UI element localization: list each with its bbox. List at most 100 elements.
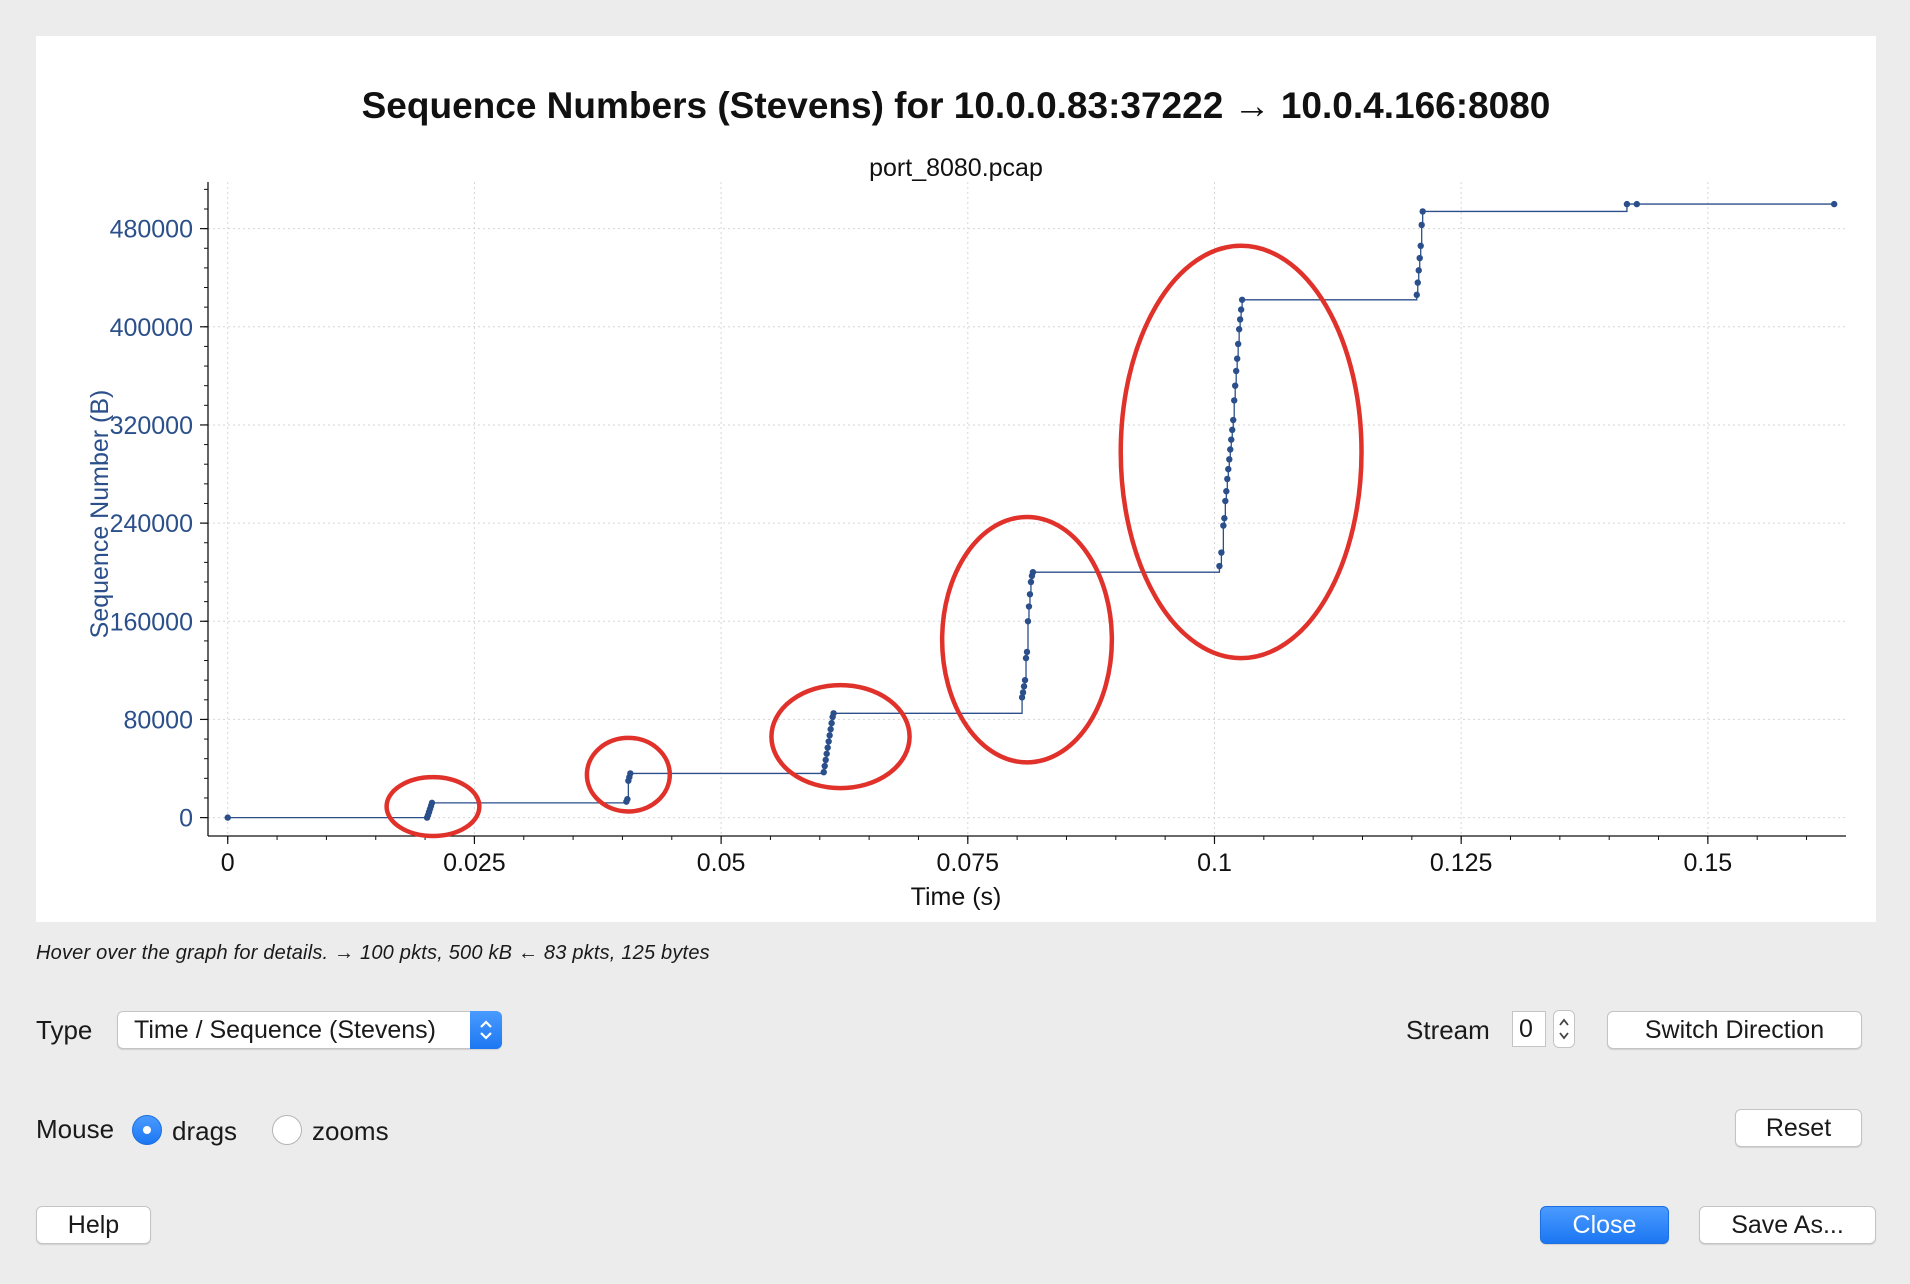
data-point (1216, 562, 1223, 570)
type-label: Type (36, 1015, 93, 1045)
stream-stepper[interactable] (1553, 1010, 1575, 1048)
data-point (1417, 242, 1424, 250)
data-point (823, 750, 830, 757)
type-select[interactable]: Time / Sequence (Stevens) (117, 1011, 502, 1049)
graph-panel[interactable]: Sequence Numbers (Stevens) for 10.0.0.83… (36, 36, 1876, 922)
zooms-radio[interactable] (272, 1115, 302, 1145)
data-point (1413, 291, 1420, 299)
x-axis-label: Time (s) (911, 883, 1002, 911)
switch-direction-button[interactable]: Switch Direction (1607, 1011, 1862, 1049)
data-point (1633, 200, 1641, 208)
updown-chevron-icon (470, 1011, 502, 1049)
data-point (1231, 397, 1238, 404)
data-point (1020, 683, 1028, 690)
data-point (830, 710, 837, 717)
hover-hint: Hover over the graph for details. → 100 … (36, 942, 710, 964)
save-as-button[interactable]: Save As... (1699, 1206, 1876, 1244)
data-point (1227, 446, 1234, 453)
data-point (1414, 279, 1421, 286)
data-point (1226, 456, 1233, 463)
y-tick-label: 160000 (110, 608, 193, 636)
data-point (1415, 267, 1422, 274)
data-point (821, 762, 828, 770)
highlight-ellipse (939, 514, 1115, 765)
data-point (820, 768, 827, 776)
data-point (1234, 340, 1242, 348)
data-point (1018, 694, 1026, 701)
y-tick-label: 240000 (110, 510, 193, 538)
annotations (384, 243, 1364, 839)
data-point (624, 795, 631, 803)
reset-button[interactable]: Reset (1735, 1109, 1862, 1147)
highlight-ellipse (384, 774, 482, 839)
x-tick-label: 0.075 (937, 849, 1000, 877)
y-tick-label: 80000 (123, 706, 193, 734)
data-point (1224, 475, 1231, 483)
data-point (827, 726, 834, 733)
y-tick-label: 0 (179, 805, 193, 833)
data-point (1221, 515, 1228, 522)
drags-radio-label: drags (172, 1116, 238, 1146)
data-point (428, 799, 436, 807)
data-point (1416, 254, 1423, 262)
data-point (1023, 648, 1031, 656)
data-point (824, 744, 831, 751)
data-point (1029, 568, 1037, 576)
x-tick-label: 0.15 (1684, 849, 1733, 877)
help-button[interactable]: Help (36, 1206, 151, 1244)
mouse-label: Mouse (36, 1114, 115, 1144)
data-point (1418, 221, 1425, 229)
data-point (1623, 200, 1631, 208)
type-select-value: Time / Sequence (Stevens) (134, 1015, 436, 1044)
series-line (227, 203, 1835, 819)
data-point (822, 756, 829, 764)
data-point (1223, 488, 1230, 495)
chart-title: Sequence Numbers (Stevens) for 10.0.0.83… (362, 85, 1551, 126)
data-point (1220, 522, 1227, 529)
data-point (1237, 306, 1245, 313)
data-point (1235, 326, 1243, 333)
data-point (1233, 355, 1241, 362)
grid (208, 182, 1846, 836)
y-axis-label: Sequence Number (B) (86, 390, 114, 639)
data-point (1027, 578, 1035, 586)
data-point (826, 732, 833, 739)
data-point (1232, 367, 1240, 375)
data-point (1019, 689, 1027, 696)
highlight-ellipse (769, 682, 912, 791)
x-tick-label: 0.025 (443, 849, 506, 877)
data-point (1229, 426, 1236, 434)
stream-label: Stream (1406, 1015, 1490, 1045)
zooms-radio-label: zooms (312, 1116, 389, 1146)
data-point (1218, 549, 1225, 556)
data-point (1022, 654, 1030, 662)
close-button[interactable]: Close (1540, 1206, 1669, 1244)
x-tick-label: 0.125 (1430, 849, 1493, 877)
data-point (1830, 200, 1838, 208)
data-point (1419, 208, 1426, 215)
data-point (1024, 618, 1032, 625)
data-point (1026, 591, 1034, 598)
data-point (1225, 465, 1232, 473)
data-point (627, 770, 634, 777)
data-point (1021, 676, 1029, 684)
x-tick-label: 0 (221, 849, 235, 877)
x-tick-label: 0.1 (1197, 849, 1232, 877)
data-point (825, 738, 832, 745)
data-point (1236, 316, 1244, 323)
data-point (1025, 603, 1033, 610)
axes: 0 0.025 0.05 0.075 0.1 0.125 0.15 0 80000 160000 2… (110, 182, 1846, 877)
data-point (1222, 497, 1229, 505)
y-tick-label: 480000 (110, 216, 193, 244)
chart-subtitle: port_8080.pcap (869, 154, 1043, 182)
stepper-arrows-icon (1559, 1018, 1569, 1040)
data-series (224, 200, 1838, 821)
drags-radio[interactable] (132, 1115, 162, 1145)
stream-input[interactable]: 0 (1512, 1011, 1546, 1047)
x-tick-label: 0.05 (697, 849, 746, 877)
data-point (1230, 416, 1237, 424)
sequence-chart[interactable]: Sequence Numbers (Stevens) for 10.0.0.83… (36, 36, 1876, 922)
data-point (1238, 296, 1246, 303)
data-point (1228, 436, 1235, 443)
y-tick-label: 400000 (110, 314, 193, 342)
